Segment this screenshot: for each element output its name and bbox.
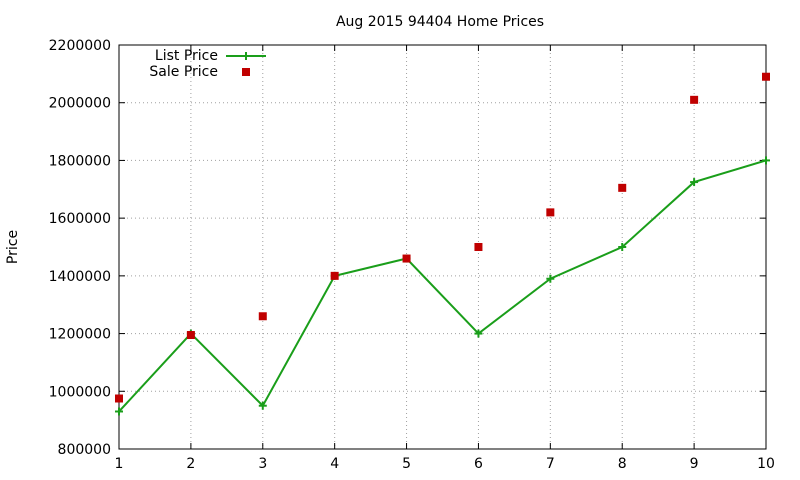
data-point-list-price	[115, 407, 123, 416]
legend-label-sale-price: Sale Price	[149, 64, 218, 80]
y-axis-ticks: 800000 1000000 1200000 1400000 1600000 180000…	[49, 38, 766, 458]
chart-title: Aug 2015 94404 Home Prices	[336, 14, 544, 30]
y-tick-label: 1800000	[49, 153, 111, 169]
y-tick-label: 1400000	[49, 269, 111, 285]
legend-swatch-sale-price	[242, 68, 250, 76]
data-point-sale-price	[330, 271, 339, 280]
y-tick-label: 800000	[58, 442, 111, 458]
grid-lines	[119, 45, 766, 449]
x-tick-label: 1	[115, 456, 124, 472]
x-tick-label: 4	[330, 456, 339, 472]
data-point-sale-price	[546, 208, 555, 217]
x-tick-label: 9	[690, 456, 699, 472]
x-tick-label: 6	[474, 456, 483, 472]
x-tick-label: 5	[402, 456, 411, 472]
y-axis-label: Price	[5, 230, 21, 264]
x-tick-label: 7	[546, 456, 555, 472]
data-point-sale-price	[186, 331, 195, 340]
legend-swatch-list-price	[226, 52, 266, 60]
y-tick-label: 1000000	[49, 384, 111, 400]
series-layer	[115, 72, 770, 416]
y-tick-label: 2000000	[49, 96, 111, 112]
data-point-sale-price	[258, 312, 267, 321]
data-point-list-price	[690, 178, 699, 187]
data-point-list-price	[546, 274, 555, 283]
data-point-list-price	[474, 329, 483, 338]
data-point-sale-price	[402, 254, 411, 263]
data-point-list-price	[618, 243, 627, 251]
y-tick-label: 1200000	[49, 327, 111, 343]
y-tick-label: 2200000	[49, 38, 111, 54]
data-point-sale-price	[618, 183, 627, 192]
x-tick-label: 3	[258, 456, 267, 472]
data-point-list-price	[258, 401, 267, 410]
legend-label-list-price: List Price	[155, 48, 218, 64]
x-tick-label: 10	[757, 456, 775, 472]
series-line-list-price	[118, 159, 767, 413]
data-point-sale-price	[115, 394, 123, 403]
x-tick-label: 8	[618, 456, 627, 472]
data-point-sale-price	[690, 95, 699, 104]
plot-frame	[118, 44, 767, 450]
legend-marker-list-price	[242, 52, 250, 60]
x-tick-label: 2	[186, 456, 195, 472]
y-tick-label: 1600000	[49, 211, 111, 227]
axes-frame	[118, 44, 767, 450]
data-point-list-price	[762, 156, 770, 165]
legend: List Price Sale Price	[149, 48, 266, 80]
legend-marker-sale-price	[242, 68, 250, 76]
data-point-sale-price	[762, 72, 770, 81]
x-axis-ticks: 1 2 3 4 5 6 7 8 9 10	[115, 45, 775, 472]
data-point-sale-price	[474, 243, 483, 251]
